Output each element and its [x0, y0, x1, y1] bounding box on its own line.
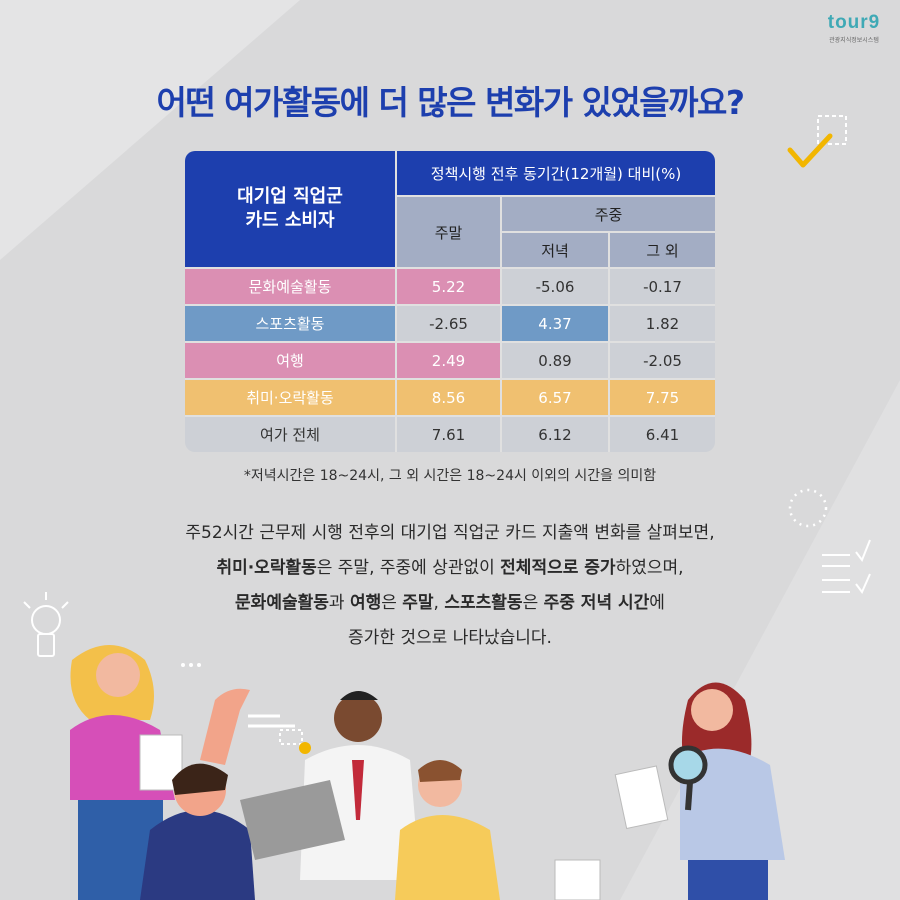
- table-row: 스포츠활동 -2.65 4.37 1.82: [185, 304, 715, 341]
- logo-subtitle: 관광지식정보시스템: [829, 37, 879, 44]
- plain-text: 은: [381, 593, 403, 613]
- other-value: 1.82: [608, 304, 715, 341]
- row-label: 여가 전체: [185, 415, 395, 452]
- dotted-circle-icon: [788, 488, 828, 528]
- other-value: -0.17: [608, 267, 715, 304]
- plain-text: ,: [433, 593, 445, 613]
- period-header: 정책시행 전후 동기간(12개월) 대비(%): [395, 151, 715, 195]
- table-row: 여행 2.49 0.89 -2.05: [185, 341, 715, 378]
- table-corner-header: 대기업 직업군 카드 소비자: [185, 151, 395, 267]
- highlight-text: 문화예술활동: [235, 593, 329, 613]
- evening-value: 4.37: [500, 304, 608, 341]
- evening-value: -5.06: [500, 267, 608, 304]
- plain-text: 하였으며,: [615, 558, 684, 578]
- footnote: *저녁시간은 18~24시, 그 외 시간은 18~24시 이외의 시간을 의미…: [243, 468, 657, 484]
- weekend-value: -2.65: [395, 304, 500, 341]
- checkmark-icon: [787, 115, 847, 168]
- weekend-header: 주말: [395, 195, 500, 267]
- weekend-value: 2.49: [395, 341, 500, 378]
- woman-pointing-illustration: [395, 760, 601, 900]
- description-line: 증가한 것으로 나타났습니다.: [348, 628, 552, 648]
- evening-header: 저녁: [500, 231, 608, 267]
- chart-decoration-icon: [248, 714, 311, 754]
- row-label: 문화예술활동: [185, 267, 395, 304]
- table-row: 여가 전체 7.61 6.12 6.41: [185, 415, 715, 452]
- weekend-value: 7.61: [395, 415, 500, 452]
- plain-text: 은 주말, 주중에 상관없이: [316, 558, 501, 578]
- description-text: 주52시간 근무제 시행 전후의 대기업 직업군 카드 지출액 변화를 살펴보면…: [120, 516, 780, 656]
- leisure-change-table: 대기업 직업군 카드 소비자 정책시행 전후 동기간(12개월) 대비(%) 주…: [185, 151, 715, 452]
- table-row: 취미·오락활동 8.56 6.57 7.75: [185, 378, 715, 415]
- row-label: 여행: [185, 341, 395, 378]
- other-value: 7.75: [608, 378, 715, 415]
- corner-header-line1: 대기업 직업군: [237, 185, 343, 207]
- highlight-text: 주중 저녁 시간: [543, 593, 650, 613]
- description-line: 문화예술활동과 여행은 주말, 스포츠활동은 주중 저녁 시간에: [120, 586, 780, 621]
- dots-icon: [181, 663, 201, 667]
- row-label: 취미·오락활동: [185, 378, 395, 415]
- highlight-text: 취미·오락활동: [216, 558, 317, 578]
- brand-logo: tour9 관광지식정보시스템: [818, 12, 890, 44]
- logo-word: tour9: [827, 12, 881, 33]
- row-label: 스포츠활동: [185, 304, 395, 341]
- other-value: -2.05: [608, 341, 715, 378]
- people-illustration: [70, 645, 785, 900]
- weekend-value: 5.22: [395, 267, 500, 304]
- highlight-text: 전체적으로 증가: [500, 558, 616, 578]
- highlight-text: 여행: [349, 593, 382, 613]
- other-value: 6.41: [608, 415, 715, 452]
- description-line: 주52시간 근무제 시행 전후의 대기업 직업군 카드 지출액 변화를 살펴보면…: [185, 523, 715, 543]
- plain-text: 과: [328, 593, 350, 613]
- highlight-text: 주말: [402, 593, 434, 613]
- other-time-header: 그 외: [608, 231, 715, 267]
- corner-header-line2: 카드 소비자: [245, 210, 335, 231]
- table-row: 문화예술활동 5.22 -5.06 -0.17: [185, 267, 715, 304]
- man-with-tablet-illustration: [240, 691, 420, 880]
- weekday-header: 주중: [500, 195, 715, 231]
- description-line: 취미·오락활동은 주말, 주중에 상관없이 전체적으로 증가하였으며,: [120, 551, 780, 586]
- plain-text: 은: [522, 593, 544, 613]
- lightbulb-icon: [23, 592, 69, 657]
- evening-value: 6.57: [500, 378, 608, 415]
- weekend-value: 8.56: [395, 378, 500, 415]
- plain-text: 에: [649, 593, 665, 613]
- evening-value: 6.12: [500, 415, 608, 452]
- woman-with-magnifier-illustration: [614, 682, 785, 900]
- evening-value: 0.89: [500, 341, 608, 378]
- man-raising-hand-illustration: [140, 688, 255, 900]
- checklist-icon: [822, 539, 871, 594]
- highlight-text: 스포츠활동: [444, 593, 523, 613]
- page-title: 어떤 여가활동에 더 많은 변화가 있었을까요?: [156, 83, 745, 122]
